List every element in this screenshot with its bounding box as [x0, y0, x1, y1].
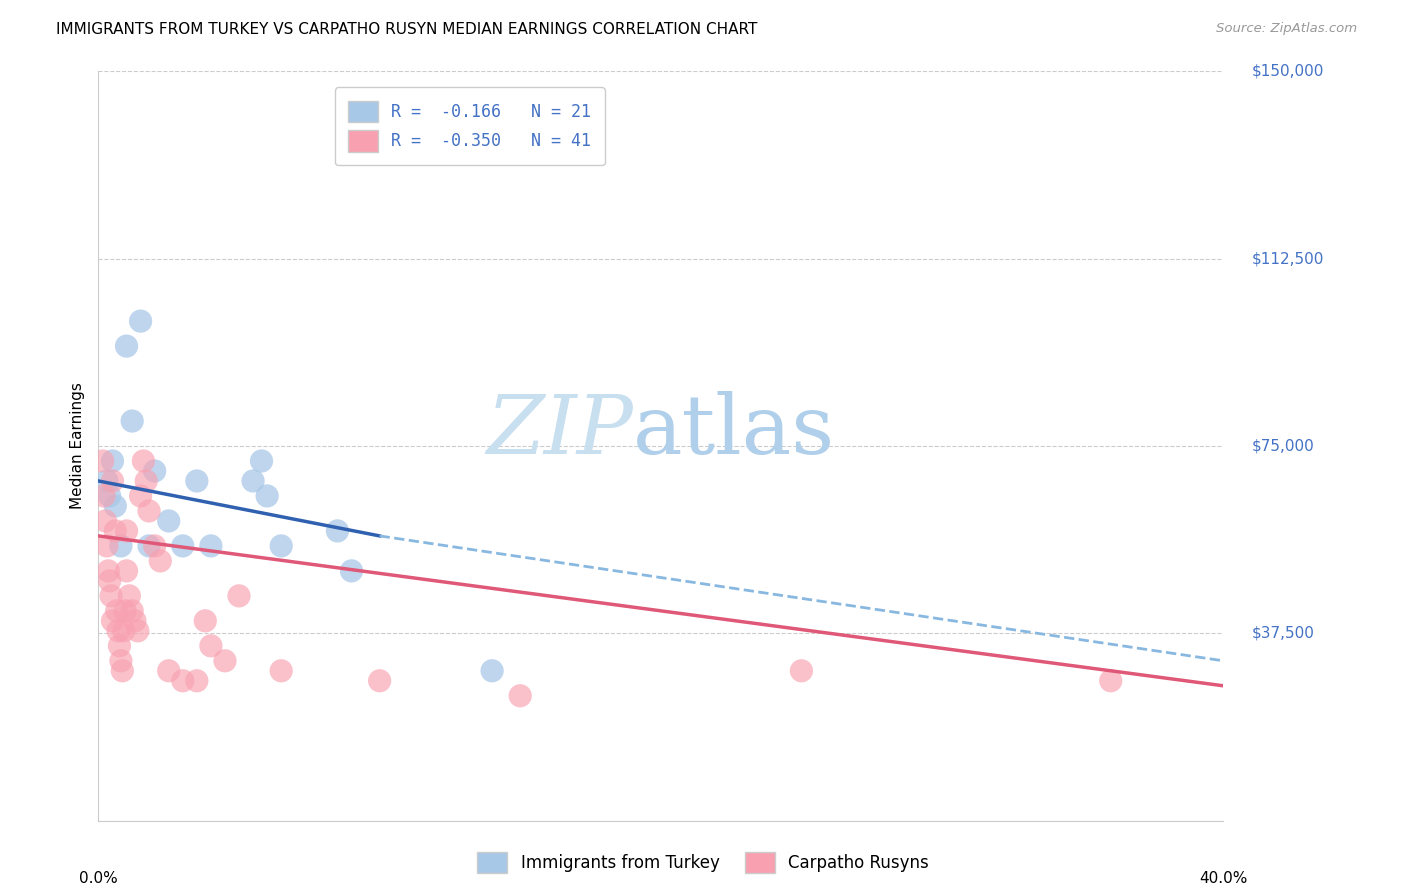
Legend: R =  -0.166   N = 21, R =  -0.350   N = 41: R = -0.166 N = 21, R = -0.350 N = 41 [335, 87, 605, 165]
Point [121, 604, 143, 618]
Point [143, 464, 166, 478]
Text: ZIP: ZIP [486, 391, 633, 471]
Text: IMMIGRANTS FROM TURKEY VS CARPATHO RUSYN MEDIAN EARNINGS CORRELATION CHART: IMMIGRANTS FROM TURKEY VS CARPATHO RUSYN… [56, 22, 758, 37]
Point [115, 524, 138, 538]
Point [100, 589, 122, 603]
Point [101, 614, 124, 628]
Point [509, 689, 531, 703]
Point [194, 614, 217, 628]
Point [228, 589, 250, 603]
Point [101, 454, 124, 468]
Point [108, 639, 131, 653]
Text: 40.0%: 40.0% [1199, 871, 1247, 886]
Point [101, 474, 124, 488]
Text: $112,500: $112,500 [1251, 252, 1323, 266]
Point [242, 474, 264, 488]
Point [1099, 673, 1122, 688]
Point [132, 454, 155, 468]
Point [97, 564, 120, 578]
Point [98, 574, 121, 588]
Point [127, 624, 149, 638]
Point [200, 539, 222, 553]
Point [94, 514, 117, 528]
Point [172, 673, 194, 688]
Point [129, 489, 152, 503]
Point [138, 539, 160, 553]
Text: $150,000: $150,000 [1251, 64, 1323, 78]
Point [110, 654, 132, 668]
Point [149, 554, 172, 568]
Point [368, 673, 391, 688]
Y-axis label: Median Earnings: Median Earnings [69, 383, 84, 509]
Point [256, 489, 278, 503]
Point [790, 664, 813, 678]
Point [157, 514, 180, 528]
Point [121, 414, 143, 428]
Point [186, 474, 208, 488]
Point [115, 339, 138, 353]
Point [340, 564, 363, 578]
Point [326, 524, 349, 538]
Point [110, 539, 132, 553]
Point [135, 474, 157, 488]
Point [105, 604, 128, 618]
Point [104, 524, 127, 538]
Point [107, 624, 129, 638]
Point [124, 614, 146, 628]
Point [96, 539, 118, 553]
Point [91, 454, 114, 468]
Point [157, 664, 180, 678]
Legend: Immigrants from Turkey, Carpatho Rusyns: Immigrants from Turkey, Carpatho Rusyns [471, 846, 935, 880]
Point [111, 664, 134, 678]
Text: $75,000: $75,000 [1251, 439, 1315, 453]
Text: 0.0%: 0.0% [79, 871, 118, 886]
Point [93, 489, 115, 503]
Point [138, 504, 160, 518]
Point [104, 499, 127, 513]
Point [172, 539, 194, 553]
Point [115, 564, 138, 578]
Point [114, 604, 136, 618]
Point [96, 474, 118, 488]
Text: $37,500: $37,500 [1251, 626, 1315, 640]
Point [143, 539, 166, 553]
Point [214, 654, 236, 668]
Point [481, 664, 503, 678]
Point [250, 454, 273, 468]
Point [270, 664, 292, 678]
Point [270, 539, 292, 553]
Point [98, 489, 121, 503]
Point [129, 314, 152, 328]
Text: atlas: atlas [633, 391, 835, 471]
Point [112, 624, 135, 638]
Point [200, 639, 222, 653]
Point [118, 589, 141, 603]
Point [186, 673, 208, 688]
Text: Source: ZipAtlas.com: Source: ZipAtlas.com [1216, 22, 1357, 36]
